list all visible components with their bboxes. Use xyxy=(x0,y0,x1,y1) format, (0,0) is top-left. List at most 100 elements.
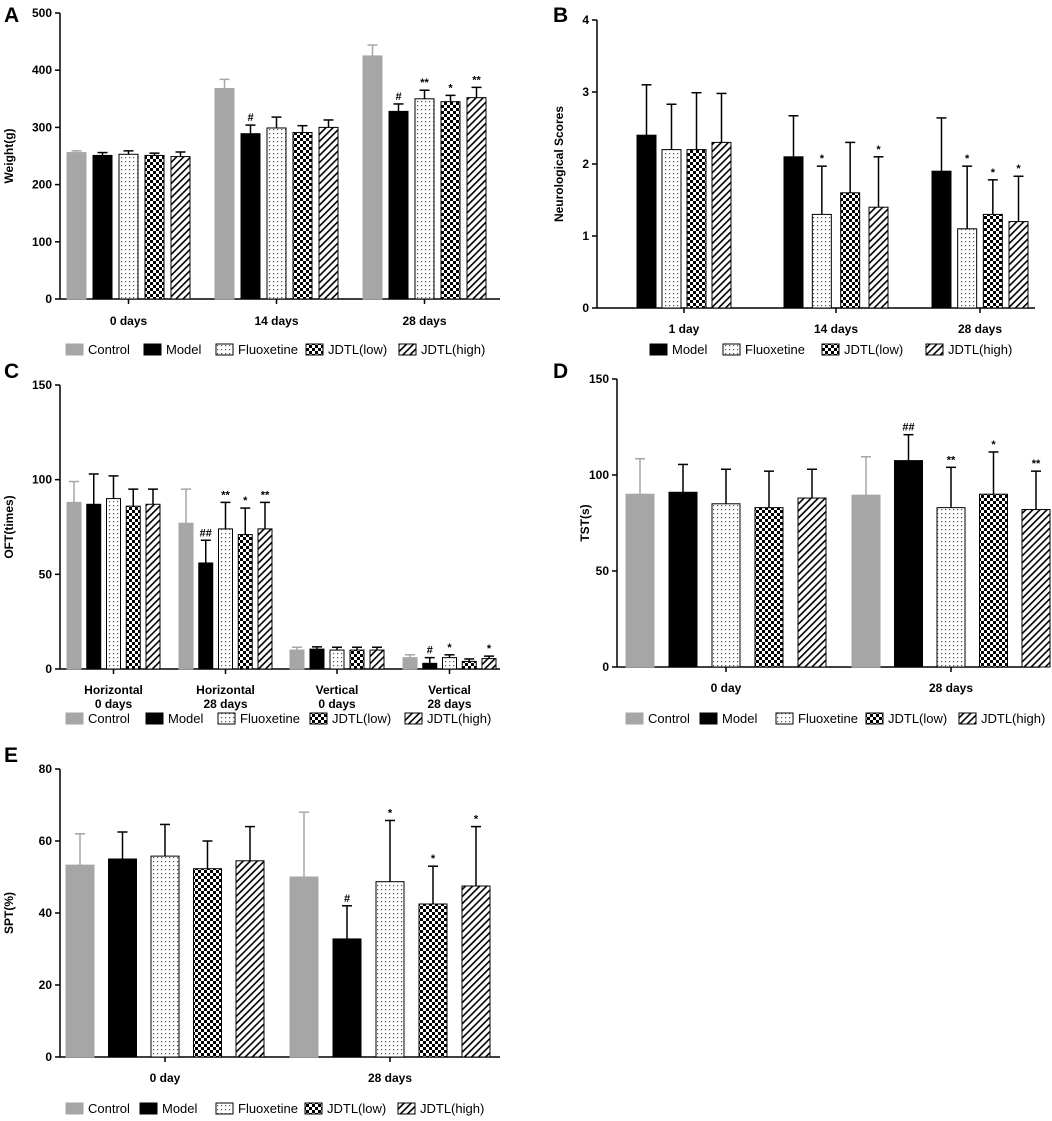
category-label: 0 day xyxy=(711,681,742,695)
significance-marker: * xyxy=(388,807,393,819)
category-label: 28 days xyxy=(402,314,446,328)
y-axis-label: Weight(g) xyxy=(2,128,16,183)
bar-jdtl-high xyxy=(1021,509,1051,668)
category-label: 0 days xyxy=(95,697,133,711)
bar-fluoxetine xyxy=(811,213,832,309)
legend-label-fluoxetine: Fluoxetine xyxy=(798,711,858,726)
bar-jdtl-high xyxy=(1008,221,1029,309)
bar-control xyxy=(65,864,95,1058)
panel-letter: D xyxy=(553,360,568,383)
legend-label-jdtl-high: JDTL(high) xyxy=(948,342,1012,357)
legend-swatch-jdtl-high xyxy=(404,712,423,725)
significance-marker: * xyxy=(1016,163,1021,175)
bar-control xyxy=(214,88,235,300)
legend-swatch-model xyxy=(145,712,164,725)
legend-label-model: Model xyxy=(672,342,708,357)
bar-model xyxy=(240,133,261,300)
bar-jdtl-low xyxy=(461,660,477,670)
significance-marker: * xyxy=(474,814,479,826)
bar-jdtl-low xyxy=(754,507,784,668)
legend-label-model: Model xyxy=(722,711,758,726)
y-tick-label: 2 xyxy=(582,157,589,171)
bar-jdtl-high xyxy=(170,156,191,300)
bar-model xyxy=(668,491,698,668)
bar-jdtl-low xyxy=(349,649,365,670)
bar-fluoxetine xyxy=(442,657,457,670)
bar-jdtl-low xyxy=(686,149,707,309)
significance-marker: ** xyxy=(1032,458,1041,470)
significance-marker: * xyxy=(448,82,453,94)
significance-marker: * xyxy=(243,495,248,507)
bar-model xyxy=(636,134,657,309)
bar-control xyxy=(625,493,655,668)
legend-swatch-model xyxy=(699,712,718,725)
y-tick-label: 80 xyxy=(39,762,53,776)
category-label: 28 days xyxy=(203,697,247,711)
legend-swatch-jdtl-high xyxy=(398,343,417,356)
bar-fluoxetine xyxy=(711,503,741,668)
y-tick-label: 100 xyxy=(32,235,52,249)
bar-model xyxy=(894,460,923,668)
category-label: Vertical xyxy=(428,683,471,697)
y-tick-label: 0 xyxy=(45,662,52,676)
bar-model xyxy=(108,858,137,1058)
significance-marker: * xyxy=(991,167,996,179)
legend-swatch-control xyxy=(65,712,84,725)
legend-swatch-jdtl-low xyxy=(305,343,324,356)
bar-model xyxy=(783,156,804,309)
legend-swatch-fluoxetine xyxy=(722,343,741,356)
significance-marker: # xyxy=(344,893,350,905)
legend-label-fluoxetine: Fluoxetine xyxy=(745,342,805,357)
y-tick-label: 20 xyxy=(39,978,53,992)
y-tick-label: 0 xyxy=(45,292,52,306)
category-label: 14 days xyxy=(814,322,858,336)
significance-marker: * xyxy=(487,643,492,655)
bar-control xyxy=(66,501,82,670)
bar-fluoxetine xyxy=(957,228,978,309)
significance-marker: * xyxy=(431,853,436,865)
significance-marker: # xyxy=(247,112,253,124)
bar-control xyxy=(178,522,194,670)
panel-letter: B xyxy=(553,4,568,27)
y-tick-label: 1 xyxy=(582,229,589,243)
legend-swatch-jdtl-high xyxy=(397,1102,416,1115)
bar-jdtl-high xyxy=(235,860,265,1058)
bar-fluoxetine xyxy=(150,855,180,1058)
panel-a: A Weight(g) 0 100 200 300 400 500 0 days 14 days #… xyxy=(2,4,500,357)
bar-model xyxy=(198,562,214,670)
bar-fluoxetine xyxy=(106,498,121,670)
bar-control xyxy=(402,657,418,670)
y-tick-label: 0 xyxy=(45,1050,52,1064)
category-label: 1 day xyxy=(669,322,700,336)
legend-label-fluoxetine: Fluoxetine xyxy=(238,1101,298,1116)
bar-fluoxetine xyxy=(329,649,345,670)
panel-letter: A xyxy=(4,4,19,27)
bar-control xyxy=(66,152,87,300)
legend-swatch-jdtl-low xyxy=(865,712,884,725)
bar-jdtl-low xyxy=(979,493,1008,668)
bar-jdtl-low xyxy=(418,903,448,1058)
legend-label-jdtl-low: JDTL(low) xyxy=(844,342,903,357)
legend-label-jdtl-low: JDTL(low) xyxy=(328,342,387,357)
bar-control xyxy=(362,55,383,300)
category-label: 0 days xyxy=(318,697,356,711)
y-tick-label: 0 xyxy=(602,660,609,674)
significance-marker: # xyxy=(427,645,433,657)
y-axis-label: TST(s) xyxy=(578,504,592,541)
category-label: 14 days xyxy=(254,314,298,328)
legend-swatch-jdtl-high xyxy=(925,343,944,356)
bar-fluoxetine xyxy=(661,149,682,309)
significance-marker: ** xyxy=(947,454,956,466)
significance-marker: * xyxy=(876,144,881,156)
legend-swatch-fluoxetine xyxy=(217,712,236,725)
bar-fluoxetine xyxy=(936,507,966,668)
legend-label-jdtl-low: JDTL(low) xyxy=(327,1101,386,1116)
legend-label-jdtl-high: JDTL(high) xyxy=(427,711,491,726)
legend-label-jdtl-high: JDTL(high) xyxy=(981,711,1045,726)
category-label: Horizontal xyxy=(196,683,255,697)
significance-marker: ** xyxy=(472,74,481,86)
significance-marker: ** xyxy=(261,489,270,501)
